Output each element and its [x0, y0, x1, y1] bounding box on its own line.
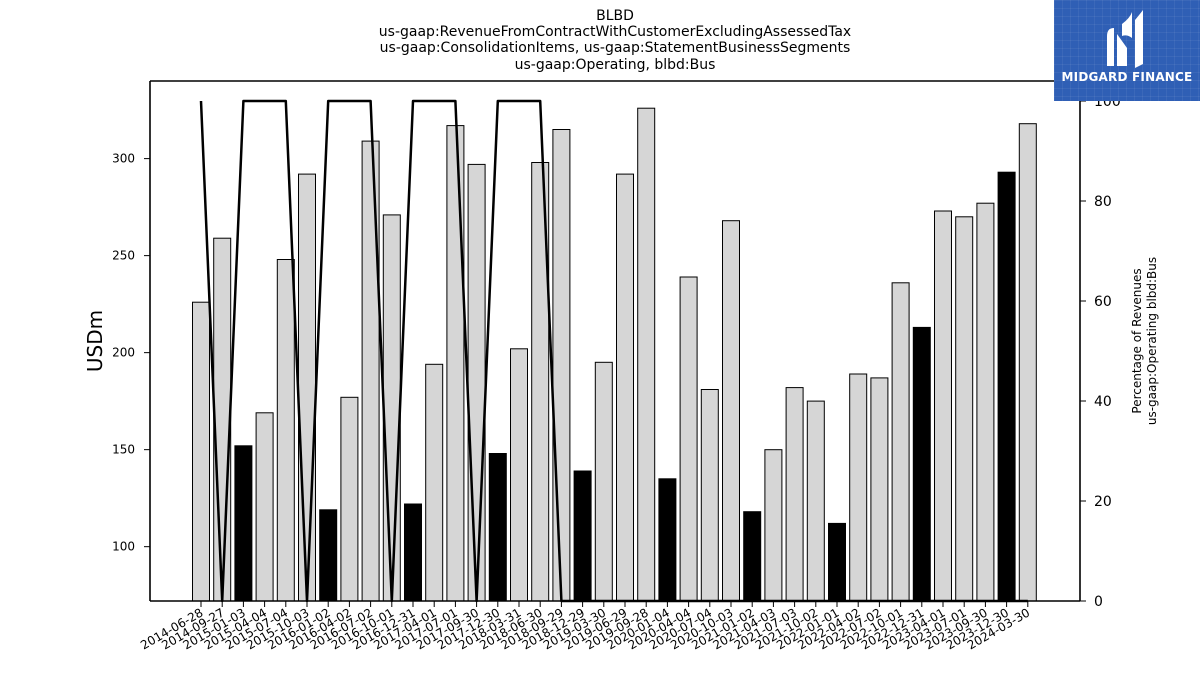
bar-2017-12-30	[488, 453, 507, 602]
logo-text: MIDGARD FINANCE	[1061, 70, 1193, 84]
chart-title-line-1: BLBD	[596, 8, 634, 24]
bar-2015-10-03	[298, 173, 316, 602]
bar-2022-01-01	[828, 522, 846, 602]
chart-title: BLBD us-gaap:RevenueFromContractWithCust…	[379, 8, 851, 73]
y2-tick-label: 40	[1094, 394, 1112, 410]
bar-2022-10-01	[891, 282, 910, 602]
left-axis-ticks: 100 150 200 250 300	[112, 152, 150, 554]
bar-2018-12-29	[573, 470, 592, 602]
bar-2019-06-29	[616, 173, 634, 602]
bar-2021-07-03	[785, 387, 804, 602]
chart-title-line-4: us-gaap:Operating, blbd:Bus	[515, 57, 716, 73]
bar-2021-04-03	[764, 449, 783, 602]
bar-2015-07-04	[276, 259, 295, 602]
bar-2020-04-04	[679, 276, 698, 602]
y-tick-label: 150	[112, 443, 135, 457]
bar-2020-10-03	[722, 220, 740, 602]
bar-2021-01-02	[743, 511, 762, 602]
y-axis-label: USDm	[83, 310, 107, 372]
y-tick-label: 100	[112, 540, 135, 554]
bar-2017-07-01	[446, 125, 465, 602]
bar-2024-03-30	[1018, 123, 1037, 602]
bar-2019-03-30	[594, 361, 613, 602]
bar-2014-09-27	[213, 237, 232, 602]
bar-2023-12-30	[997, 171, 1016, 602]
midgard-logo-icon	[1107, 10, 1143, 68]
bar-2018-09-29	[552, 129, 571, 602]
y2-tick-label: 80	[1094, 194, 1112, 210]
y2-tick-label: 20	[1094, 494, 1112, 510]
bar-2021-10-02	[806, 400, 825, 602]
bar-2020-07-04	[700, 389, 719, 602]
y-tick-label: 250	[112, 249, 135, 263]
bar-2014-06-28	[192, 301, 210, 602]
y-tick-label: 300	[112, 152, 135, 166]
bar-2018-03-31	[510, 348, 528, 602]
y2-axis-label-line-1: Percentage of Revenues	[1130, 268, 1144, 413]
bar-2016-01-02	[319, 509, 338, 602]
y2-axis-label-line-2: us-gaap:Operating blbd:Bus	[1145, 257, 1159, 425]
axes	[149, 80, 1081, 602]
bar-2016-10-01	[382, 214, 401, 602]
y-tick-label: 200	[112, 346, 135, 360]
y2-tick-label: 0	[1094, 594, 1103, 610]
bar-2016-12-31	[404, 503, 422, 602]
bar-2023-07-01	[955, 216, 974, 602]
bar-2015-01-03	[234, 445, 253, 602]
bar-2015-04-04	[255, 412, 274, 602]
chart-title-line-2: us-gaap:RevenueFromContractWithCustomerE…	[379, 24, 851, 40]
bar-2019-09-28	[637, 107, 656, 602]
bar-2017-04-01	[425, 363, 444, 602]
x-axis-ticks: 2014-06-282014-09-272015-01-032015-04-04…	[138, 601, 1032, 652]
bar-2022-07-02	[870, 377, 889, 602]
bar-2023-04-01	[934, 210, 952, 602]
bar-2022-04-02	[849, 373, 868, 602]
chart-title-line-3: us-gaap:ConsolidationItems, us-gaap:Stat…	[380, 40, 851, 56]
bar-2022-12-31	[912, 326, 931, 602]
bar-2016-04-02	[340, 396, 359, 602]
bar-2020-01-04	[658, 478, 677, 602]
y2-tick-label: 60	[1094, 294, 1112, 310]
bar-2016-07-02	[361, 140, 380, 602]
bar-2023-09-30	[976, 202, 995, 602]
midgard-finance-logo: MIDGARD FINANCE	[1054, 0, 1200, 101]
bar-2017-09-30	[467, 163, 486, 602]
bar-series	[192, 107, 1037, 602]
